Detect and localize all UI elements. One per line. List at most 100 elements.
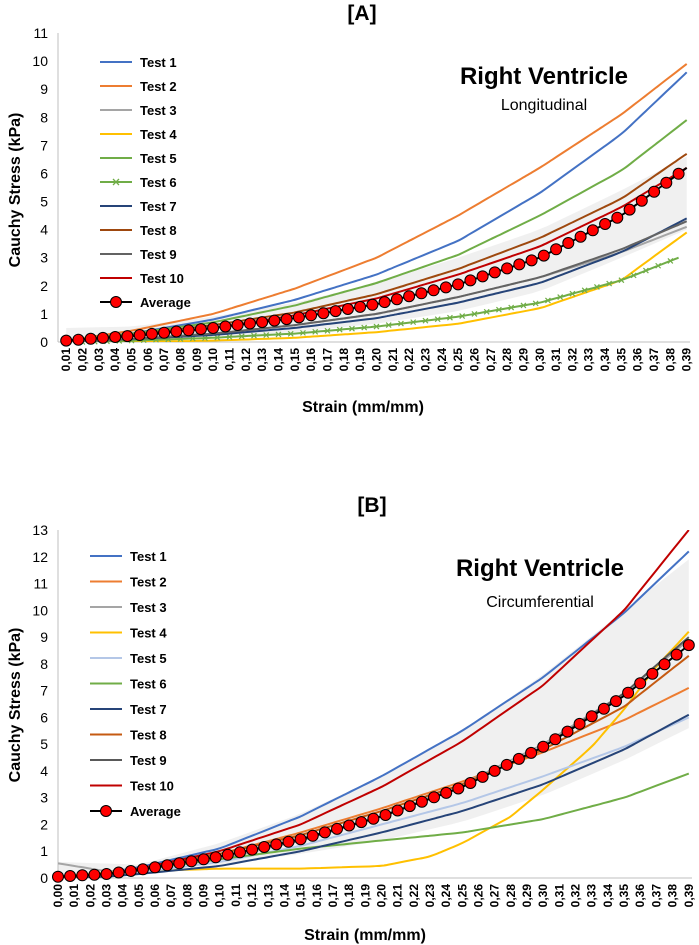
x-tick-label: 0,03: [92, 348, 106, 372]
x-tick-label: 0,05: [125, 348, 139, 372]
data-point: [623, 203, 636, 216]
y-tick-label: 8: [40, 109, 48, 125]
x-tick-label: 0,13: [255, 348, 269, 372]
data-point: [398, 320, 404, 327]
y-tick-label: 3: [40, 790, 48, 806]
data-point: [569, 290, 576, 297]
data-point: [268, 314, 281, 327]
x-tick-label: 0,21: [391, 884, 405, 908]
legend-label: Test 7: [140, 199, 177, 214]
panel-a: [A] Cauchy Stress (kPa) Strain (mm/mm) R…: [7, 2, 694, 416]
data-point: [243, 317, 256, 330]
data-point: [611, 211, 624, 224]
y-tick-label: 9: [40, 629, 48, 645]
x-tick-label: 0,09: [197, 884, 211, 908]
x-tick-label: 0,28: [500, 348, 514, 372]
data-point: [415, 795, 428, 808]
y-tick-label: 2: [40, 816, 48, 832]
data-point: [512, 752, 525, 765]
data-point: [349, 325, 355, 332]
data-point: [672, 167, 685, 180]
data-point: [593, 284, 600, 290]
legend-label: Test 1: [140, 55, 177, 70]
data-point: [513, 258, 526, 271]
data-point: [655, 262, 662, 269]
x-tick-label: 0,11: [223, 348, 237, 371]
legend-label: Test 9: [130, 753, 167, 768]
data-point: [207, 322, 220, 334]
x-tick-label: 0,05: [132, 884, 146, 908]
data-point: [256, 316, 269, 329]
x-tick-label: 0,01: [67, 884, 81, 908]
series-line: [66, 119, 688, 342]
data-point: [124, 865, 137, 877]
data-point: [630, 272, 637, 279]
x-tick-label: 0,06: [148, 884, 162, 908]
data-point: [464, 777, 477, 789]
legend-label: Average: [140, 295, 191, 310]
y-tick-label: 5: [40, 194, 48, 210]
data-point: [378, 296, 391, 309]
data-point: [226, 334, 233, 340]
x-axis-label: Strain (mm/mm): [304, 927, 426, 944]
data-point: [422, 317, 429, 324]
x-tick-label: 0,23: [418, 348, 432, 372]
data-point: [496, 306, 502, 313]
x-tick-label: 0,38: [663, 348, 677, 372]
data-point: [682, 639, 695, 652]
data-point: [379, 809, 392, 821]
x-tick-label: 0,23: [423, 884, 437, 908]
data-point: [440, 786, 453, 799]
y-tick-label: 7: [40, 137, 48, 153]
legend-label: Test 2: [140, 79, 177, 94]
data-point: [287, 330, 294, 337]
data-point: [170, 325, 183, 338]
data-point: [306, 829, 319, 842]
series-line: [66, 63, 688, 342]
legend-label: Test 7: [130, 702, 167, 717]
x-tick-label: 0,19: [353, 348, 367, 372]
data-point: [194, 323, 207, 336]
data-point: [508, 304, 515, 311]
x-tick-label: 0,24: [435, 348, 449, 372]
x-tick-label: 0,22: [402, 348, 416, 372]
x-tick-label: 0,16: [304, 348, 318, 372]
series-line: [58, 713, 690, 878]
x-tick-label: 0,11: [229, 884, 243, 907]
legend-label: Test 10: [140, 271, 184, 286]
data-point: [606, 280, 613, 287]
x-tick-label: 0,29: [520, 884, 534, 908]
data-point: [410, 319, 417, 326]
data-point: [112, 866, 125, 879]
x-tick-label: 0,00: [51, 884, 65, 908]
data-point: [646, 667, 659, 680]
x-tick-label: 0,17: [321, 348, 335, 372]
x-tick-label: 0,18: [342, 884, 356, 908]
data-point: [64, 870, 77, 882]
x-tick-label: 0,07: [157, 348, 171, 372]
x-tick-label: 0,04: [116, 884, 130, 908]
legend-label: Test 1: [130, 549, 167, 564]
data-point: [550, 243, 563, 256]
data-point: [280, 313, 293, 326]
x-tick-label: 0,30: [533, 348, 547, 372]
legend-label: Test 9: [140, 247, 177, 262]
data-point: [121, 330, 134, 343]
legend-label: Test 3: [130, 600, 167, 615]
x-tick-label: 0,14: [272, 348, 286, 372]
x-tick-label: 0,27: [484, 348, 498, 372]
data-point: [318, 826, 331, 839]
data-point: [354, 300, 367, 313]
data-point: [532, 300, 539, 307]
x-tick-label: 0,15: [294, 884, 308, 908]
legend-label: Test 2: [130, 575, 167, 590]
data-point: [648, 185, 661, 198]
data-point: [385, 322, 392, 328]
series-line: [82, 256, 679, 342]
panel-label: [A]: [347, 2, 376, 25]
y-tick-label: 0: [40, 870, 48, 886]
x-tick-label: 0,12: [245, 884, 259, 908]
data-point: [464, 274, 477, 287]
x-tick-label: 0,31: [549, 348, 563, 372]
